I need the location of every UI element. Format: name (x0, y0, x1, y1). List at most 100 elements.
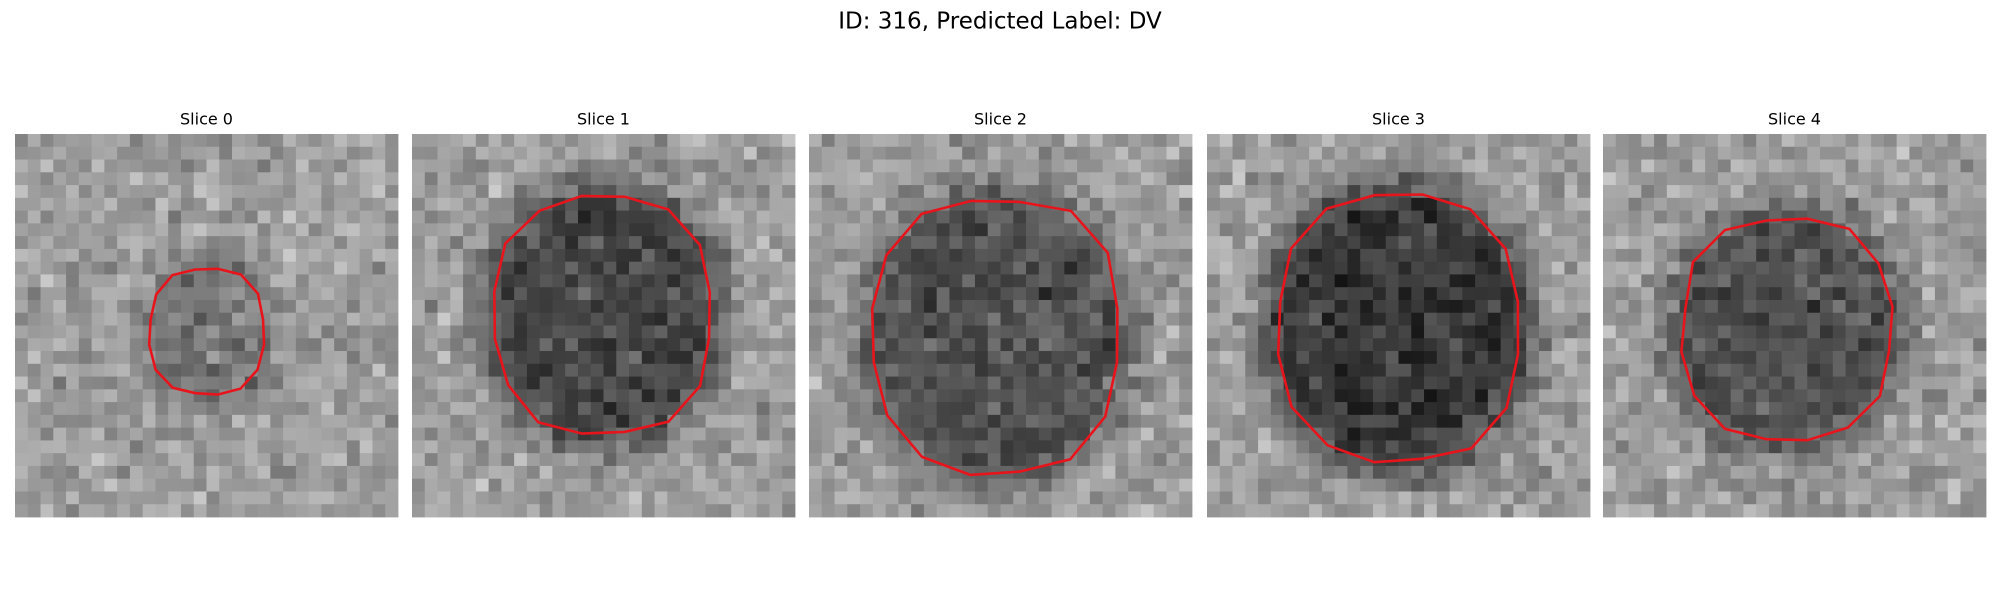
pixel (514, 338, 528, 352)
pixel (1934, 261, 1949, 275)
pixel (1038, 312, 1052, 326)
pixel (1219, 402, 1233, 416)
pixel (475, 465, 489, 480)
pixel (847, 491, 861, 505)
pixel (270, 197, 284, 211)
pixel (1603, 274, 1617, 288)
pixel (1179, 414, 1193, 429)
pixel (1436, 402, 1450, 416)
pixel (769, 325, 783, 339)
pixel (1424, 338, 1438, 352)
pixel (769, 223, 783, 237)
pixel (1973, 261, 1987, 275)
pixel (1166, 363, 1180, 377)
pixel (577, 299, 592, 314)
pixel (308, 159, 322, 173)
pixel (756, 338, 770, 352)
pixel (590, 402, 604, 416)
pixel (27, 287, 41, 301)
pixel (769, 299, 783, 314)
pixel (244, 287, 258, 301)
pixel (1232, 491, 1246, 505)
pixel (1654, 402, 1668, 416)
pixel (1577, 210, 1591, 224)
pixel (1717, 478, 1732, 492)
pixel (180, 504, 195, 518)
pixel (27, 351, 41, 365)
pixel (1077, 478, 1091, 492)
pixel (1449, 453, 1463, 467)
pixel (872, 453, 886, 467)
pixel (257, 414, 271, 429)
pixel (168, 491, 182, 505)
pixel (1756, 287, 1770, 301)
pixel (424, 274, 438, 288)
pixel (1128, 376, 1142, 390)
pixel (1666, 146, 1680, 160)
pixel (168, 504, 182, 518)
pixel (1666, 287, 1680, 301)
pixel (385, 274, 399, 288)
pixel (1462, 504, 1476, 518)
pixel (15, 440, 29, 454)
pixel (1115, 351, 1129, 365)
pixel (1334, 453, 1348, 467)
pixel (1960, 478, 1974, 492)
pixel (1526, 414, 1540, 429)
pixel (1564, 351, 1578, 365)
pixel (1372, 248, 1387, 263)
pixel (860, 478, 874, 492)
pixel (1321, 363, 1336, 377)
pixel (641, 389, 655, 403)
pixel (437, 338, 451, 352)
pixel (756, 223, 770, 237)
pixel (885, 287, 899, 301)
pixel (539, 427, 553, 441)
pixel (27, 146, 41, 160)
pixel (1232, 185, 1246, 199)
pixel (1475, 274, 1489, 288)
pixel (1603, 427, 1617, 441)
pixel (359, 491, 373, 505)
pixel (193, 402, 207, 416)
pixel (1347, 172, 1361, 186)
pixel (526, 299, 541, 314)
pixel (1347, 402, 1361, 416)
pixel (1270, 172, 1284, 186)
pixel (1258, 274, 1272, 288)
pixel (552, 236, 566, 250)
pixel (1026, 427, 1040, 441)
pixel (1115, 427, 1129, 441)
pixel (1166, 261, 1180, 275)
pixel (1360, 491, 1374, 505)
pixel (1296, 351, 1310, 365)
pixel (552, 299, 566, 314)
pixel (1077, 491, 1091, 505)
pixel (692, 465, 707, 480)
pixel (1500, 312, 1514, 326)
pixel (756, 376, 770, 390)
pixel (1064, 325, 1078, 339)
pixel (1692, 261, 1706, 275)
pixel (769, 146, 783, 160)
pixel (1128, 465, 1142, 480)
pixel (501, 274, 515, 288)
pixel (962, 248, 976, 263)
pixel (1717, 159, 1732, 173)
pixel (641, 287, 655, 301)
pixel (911, 376, 925, 390)
pixel (66, 338, 80, 352)
pixel (1781, 210, 1795, 224)
pixel (1717, 274, 1732, 288)
pixel (1781, 453, 1795, 467)
pixel (629, 414, 643, 429)
pixel (1424, 491, 1438, 505)
pixel (1077, 363, 1091, 377)
pixel (1475, 172, 1489, 186)
pixel (654, 363, 668, 377)
pixel (680, 504, 694, 518)
pixel (1603, 236, 1617, 250)
pixel (949, 414, 963, 429)
pixel (1705, 287, 1719, 301)
pixel (809, 351, 823, 365)
